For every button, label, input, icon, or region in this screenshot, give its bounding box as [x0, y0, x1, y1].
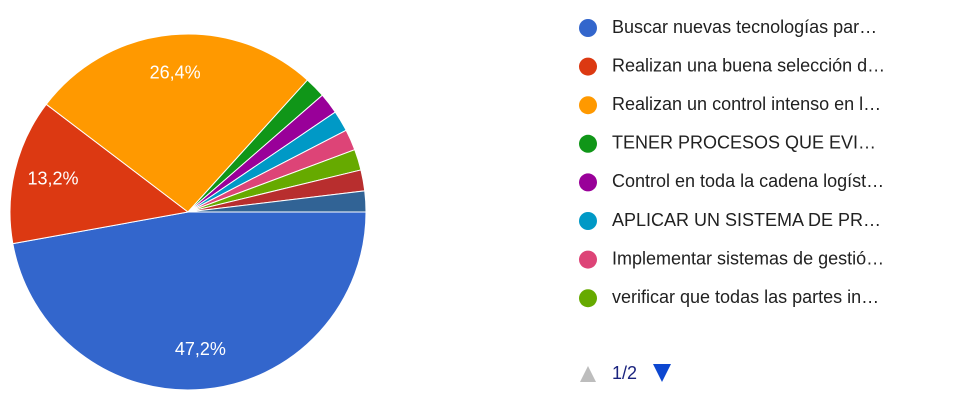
legend-label: Buscar nuevas tecnologías par… — [612, 17, 877, 37]
legend-swatch — [579, 96, 597, 115]
legend-label: TENER PROCESOS QUE EVI… — [612, 133, 876, 153]
legend-swatch — [579, 57, 597, 76]
value-label: 13,2% — [27, 168, 78, 188]
legend-label: Implementar sistemas de gestió… — [612, 248, 884, 268]
value-label: 26,4% — [150, 63, 201, 83]
legend-swatch — [579, 134, 597, 153]
pie-slice — [12, 211, 367, 391]
legend-label: Control en toda la cadena logíst… — [612, 171, 884, 191]
legend-label: APLICAR UN SISTEMA DE PR… — [612, 210, 881, 230]
legend-swatch — [579, 212, 597, 230]
pie-slice — [187, 190, 367, 213]
value-label: 47,2% — [175, 339, 226, 359]
pie-slice — [9, 103, 190, 245]
legend: Buscar nuevas tecnologías par… Realizan u… — [579, 17, 885, 308]
legend-label: Realizan un control intenso en l… — [612, 94, 881, 114]
legend-swatch — [579, 173, 597, 192]
legend-swatch — [579, 250, 597, 269]
pie-slice — [45, 33, 309, 213]
page-next[interactable] — [653, 364, 671, 382]
page-indicator: 1/2 — [612, 363, 637, 383]
pie: 47,2% 13,2% 26,4% — [9, 33, 367, 391]
page-prev[interactable] — [580, 366, 596, 382]
legend-label: Realizan una buena selección d… — [612, 55, 885, 75]
legend-swatch — [579, 19, 597, 37]
legend-swatch — [579, 289, 597, 308]
legend-label: verificar que todas las partes in… — [612, 287, 879, 307]
